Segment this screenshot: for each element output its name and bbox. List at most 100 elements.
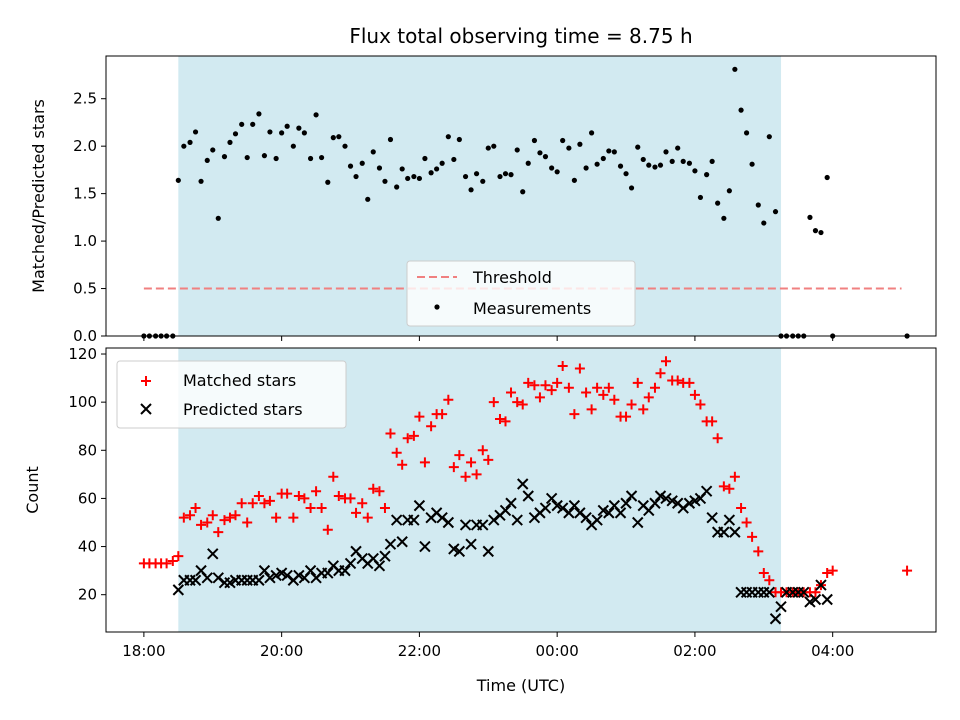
matched-point: [552, 377, 563, 388]
matched-point: [259, 498, 270, 509]
measurement-point: [520, 189, 526, 195]
matched-point: [419, 457, 430, 468]
predicted-point: [373, 560, 386, 572]
legend-threshold-label: Threshold: [472, 268, 552, 287]
measurement-point: [680, 158, 686, 164]
predicted-point: [453, 545, 466, 558]
predicted-point: [821, 593, 833, 606]
measurement-point: [480, 178, 486, 184]
matched-point: [414, 411, 425, 422]
matched-point: [299, 493, 310, 504]
legend-box: [116, 360, 347, 429]
matched-point: [466, 457, 477, 468]
series-matched-stars: [138, 356, 913, 598]
measurement-point: [766, 134, 772, 140]
predicted-point: [522, 490, 534, 502]
matched-point: [207, 510, 218, 521]
matched-point: [523, 377, 534, 388]
predicted-point: [419, 540, 431, 553]
predicted-point: [723, 514, 736, 526]
measurement-point: [187, 139, 193, 145]
measurement-point: [525, 160, 531, 166]
predicted-point: [459, 519, 472, 531]
measurement-point: [554, 169, 560, 175]
x-tick-label: 22:00: [398, 642, 441, 660]
y-tick-label: 0.5: [73, 280, 97, 298]
predicted-point: [649, 497, 661, 509]
predicted-point: [482, 545, 494, 558]
matched-point: [586, 404, 597, 415]
measurement-point: [273, 155, 279, 162]
matched-point: [494, 414, 505, 424]
measurement-point: [560, 137, 566, 144]
measurement-point: [279, 130, 285, 136]
matched-point: [362, 512, 373, 523]
predicted-point: [304, 564, 317, 577]
measurement-point: [296, 125, 302, 131]
measurement-point: [600, 155, 606, 162]
matched-point: [408, 430, 419, 441]
matched-point: [729, 471, 740, 482]
matched-point: [758, 568, 769, 579]
measurement-point: [571, 177, 577, 183]
matched-point: [161, 558, 172, 569]
measurement-point: [749, 161, 755, 167]
legend-measurement-swatch: [434, 304, 440, 310]
predicted-point: [614, 507, 627, 519]
predicted-point: [580, 511, 592, 524]
predicted-point: [625, 490, 638, 502]
predicted-point: [201, 572, 213, 584]
measurement-point: [583, 165, 589, 171]
matched-point: [827, 565, 838, 576]
measurement-point: [342, 143, 348, 149]
measurement-point: [301, 130, 307, 136]
measurement-point: [657, 162, 664, 168]
legend-matched-label: Matched stars: [183, 371, 296, 390]
matched-point: [534, 392, 545, 403]
predicted-point: [568, 499, 581, 512]
legend-box: [406, 260, 636, 327]
matched-point: [454, 450, 465, 461]
measurement-point: [227, 139, 233, 145]
measurement-point: [743, 130, 750, 136]
matched-point: [684, 377, 695, 388]
predicted-point: [339, 564, 351, 577]
predicted-point: [798, 586, 810, 598]
matched-point: [236, 498, 247, 509]
predicted-point: [718, 526, 730, 538]
measurement-point: [325, 179, 331, 185]
matched-point: [557, 361, 568, 372]
matched-point: [563, 382, 574, 393]
matched-point: [247, 498, 258, 509]
matched-point: [282, 488, 293, 499]
matched-point: [374, 486, 385, 497]
matched-point: [242, 517, 253, 528]
measurement-point: [290, 143, 296, 149]
measurement-point: [387, 136, 394, 143]
measurement-point: [462, 173, 469, 180]
measurement-point: [456, 136, 462, 143]
predicted-point: [591, 514, 603, 526]
measurement-point: [416, 175, 423, 182]
predicted-point: [769, 613, 782, 625]
measurement-point: [353, 173, 359, 180]
measurement-point: [812, 228, 819, 234]
y-tick-label: 1.0: [73, 232, 97, 250]
measurement-point: [623, 171, 629, 177]
measurement-point: [192, 129, 199, 135]
measurement-point: [537, 150, 543, 156]
predicted-point: [809, 593, 822, 606]
measurement-point: [635, 144, 641, 150]
matched-point: [621, 411, 632, 422]
measurement-point: [617, 163, 624, 169]
x-tick-label: 18:00: [122, 642, 165, 660]
legend-predicted-swatch: [140, 403, 152, 415]
measurement-point: [445, 134, 451, 140]
count-panel: 20 40 60 80 100 120 18:00 20:00 22:00 00:00 02:00 0…: [23, 345, 937, 695]
matched-point: [357, 498, 368, 509]
y-tick-label: 1.5: [73, 185, 97, 203]
measurement-point: [261, 153, 268, 159]
matched-point: [483, 454, 494, 465]
matched-point: [517, 399, 528, 410]
matched-point: [202, 517, 213, 528]
